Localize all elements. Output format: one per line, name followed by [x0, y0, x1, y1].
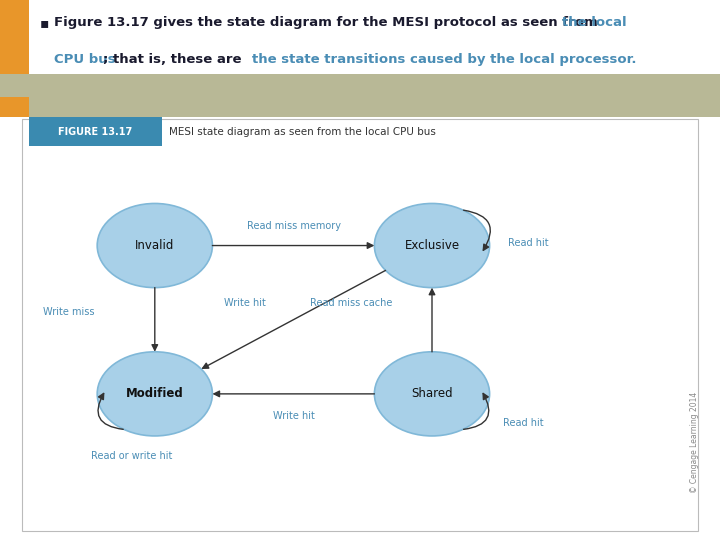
- FancyArrowPatch shape: [464, 394, 489, 429]
- Text: Read or write hit: Read or write hit: [91, 451, 173, 461]
- FancyArrowPatch shape: [464, 210, 490, 251]
- Text: the state transitions caused by the local processor.: the state transitions caused by the loca…: [251, 53, 636, 66]
- Text: Exclusive: Exclusive: [405, 239, 459, 252]
- Text: Shared: Shared: [411, 387, 453, 400]
- FancyArrowPatch shape: [98, 394, 123, 429]
- Ellipse shape: [374, 204, 490, 288]
- Ellipse shape: [97, 204, 212, 288]
- Text: the local: the local: [562, 16, 626, 29]
- FancyBboxPatch shape: [29, 117, 162, 146]
- Text: Read miss memory: Read miss memory: [247, 221, 341, 231]
- Bar: [0, 0, 29, 74]
- Text: Read hit: Read hit: [508, 239, 548, 248]
- Text: Write miss: Write miss: [42, 307, 94, 317]
- Text: CPU bus: CPU bus: [54, 53, 116, 66]
- Text: ▪: ▪: [40, 16, 49, 30]
- Bar: [0, 97, 720, 117]
- Text: FIGURE 13.17: FIGURE 13.17: [58, 126, 132, 137]
- Bar: [0, 74, 720, 103]
- Text: Figure 13.17 gives the state diagram for the MESI protocol as seen from: Figure 13.17 gives the state diagram for…: [54, 16, 603, 29]
- Text: MESI state diagram as seen from the local CPU bus: MESI state diagram as seen from the loca…: [169, 126, 436, 137]
- Text: ; that is, these are: ; that is, these are: [104, 53, 246, 66]
- Text: Write hit: Write hit: [224, 298, 266, 308]
- Ellipse shape: [97, 352, 212, 436]
- Text: Modified: Modified: [126, 387, 184, 400]
- Text: Read hit: Read hit: [503, 418, 543, 428]
- Bar: [29, 0, 720, 74]
- Text: © Cengage Learning 2014: © Cengage Learning 2014: [690, 392, 699, 493]
- FancyBboxPatch shape: [22, 119, 698, 531]
- Bar: [0, 97, 29, 117]
- Ellipse shape: [374, 352, 490, 436]
- Text: Invalid: Invalid: [135, 239, 174, 252]
- Text: Read miss cache: Read miss cache: [310, 298, 392, 308]
- Text: Write hit: Write hit: [273, 411, 315, 421]
